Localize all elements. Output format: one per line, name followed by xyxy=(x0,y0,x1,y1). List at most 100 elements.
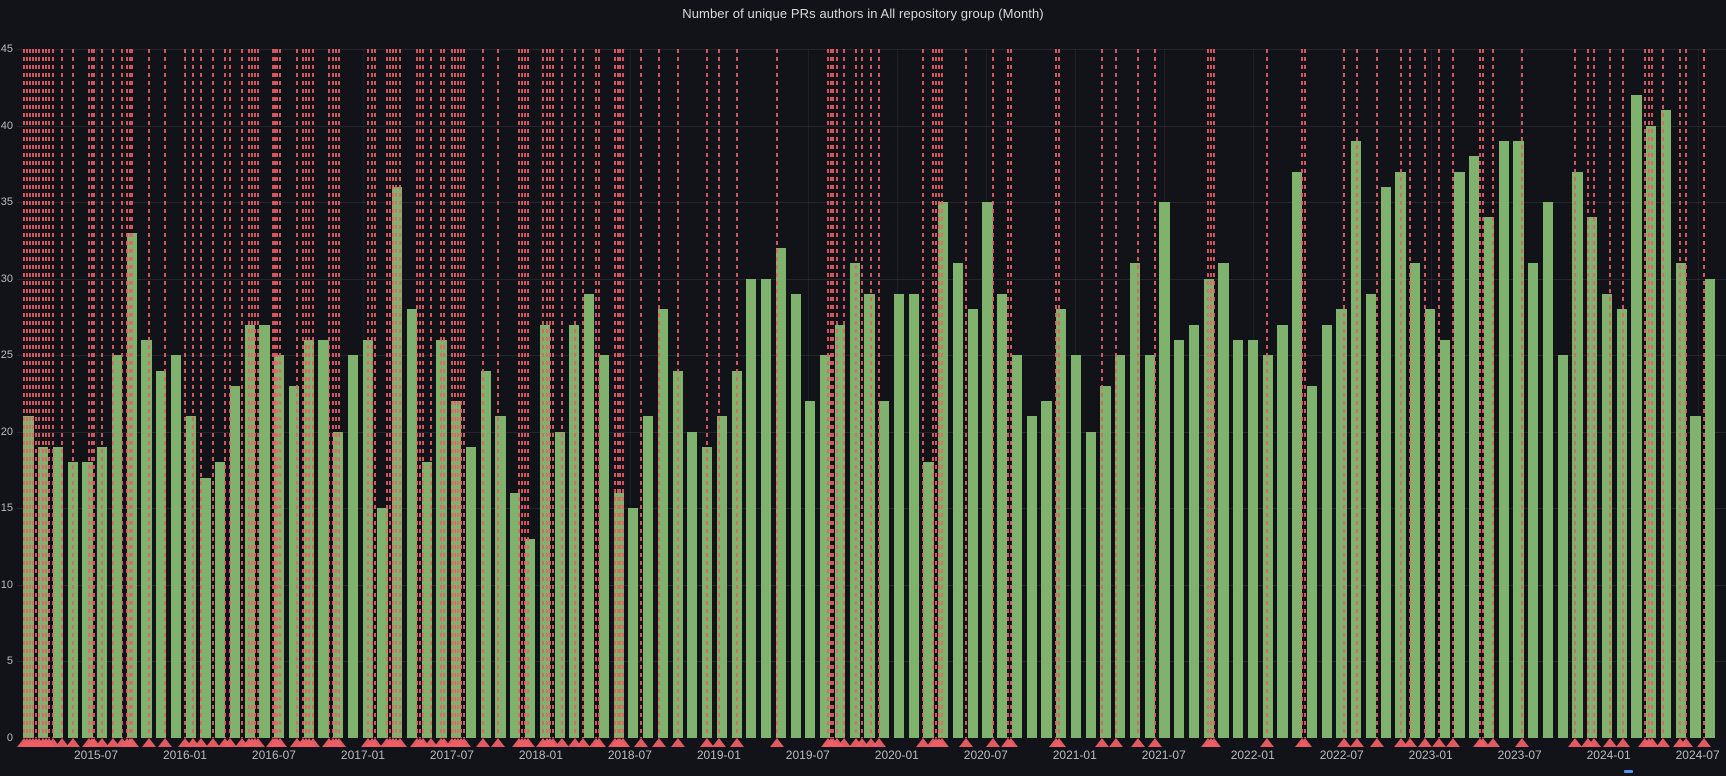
bar-2019-08[interactable] xyxy=(820,355,831,738)
annotation-line[interactable] xyxy=(28,49,31,738)
annotation-line[interactable] xyxy=(542,49,545,738)
annotation-line[interactable] xyxy=(1057,49,1060,738)
annotation-line[interactable] xyxy=(163,49,166,738)
annotation-line[interactable] xyxy=(1055,49,1058,738)
annotation-line[interactable] xyxy=(126,49,129,738)
annotation-line[interactable] xyxy=(854,49,857,738)
bar-2020-10[interactable] xyxy=(1026,416,1037,738)
bar-2018-02[interactable] xyxy=(554,431,565,738)
annotation-line[interactable] xyxy=(41,49,44,738)
annotation-marker-icon[interactable] xyxy=(1095,738,1110,747)
bar-2019-12[interactable] xyxy=(879,401,890,738)
bar-2018-08[interactable] xyxy=(643,416,654,738)
annotation-line[interactable] xyxy=(459,49,462,738)
annotation-marker-icon[interactable] xyxy=(633,738,648,747)
annotation-marker-icon[interactable] xyxy=(1587,738,1602,747)
annotation-marker-icon[interactable] xyxy=(1051,738,1066,747)
annotation-line[interactable] xyxy=(482,49,485,738)
bar-2020-05[interactable] xyxy=(952,263,964,738)
annotation-line[interactable] xyxy=(200,49,203,738)
bar-2017-08[interactable] xyxy=(465,447,477,738)
annotation-marker-icon[interactable] xyxy=(1206,738,1221,747)
annotation-line[interactable] xyxy=(573,49,576,738)
annotation-line[interactable] xyxy=(456,49,459,738)
bar-2020-11[interactable] xyxy=(1041,401,1052,738)
annotation-line[interactable] xyxy=(275,49,278,738)
annotation-line[interactable] xyxy=(617,49,620,738)
annotation-line[interactable] xyxy=(677,49,680,738)
annotation-marker-icon[interactable] xyxy=(1337,738,1352,747)
bar-2023-05[interactable] xyxy=(1483,217,1495,738)
annotation-marker-icon[interactable] xyxy=(1432,738,1447,747)
bar-2015-11[interactable] xyxy=(156,370,167,738)
bar-2018-01[interactable] xyxy=(539,324,550,738)
bar-2019-03[interactable] xyxy=(746,278,757,738)
annotation-line[interactable] xyxy=(1586,49,1589,738)
annotation-marker-icon[interactable] xyxy=(1403,738,1417,747)
annotation-marker-icon[interactable] xyxy=(305,738,320,747)
bar-2019-10[interactable] xyxy=(849,263,860,738)
annotation-line[interactable] xyxy=(705,49,708,738)
annotation-marker-icon[interactable] xyxy=(1645,738,1659,747)
annotation-marker-icon[interactable] xyxy=(273,738,287,747)
annotation-marker-icon[interactable] xyxy=(177,738,192,747)
annotation-line[interactable] xyxy=(391,49,394,738)
annotation-line[interactable] xyxy=(367,49,370,738)
annotation-line[interactable] xyxy=(395,49,398,738)
bar-2020-12[interactable] xyxy=(1056,309,1067,738)
annotation-line[interactable] xyxy=(1452,49,1455,738)
bar-2018-05[interactable] xyxy=(598,355,609,738)
annotation-line[interactable] xyxy=(247,49,250,738)
annotation-marker-icon[interactable] xyxy=(1350,738,1365,747)
annotation-line[interactable] xyxy=(26,49,29,738)
bar-2016-03[interactable] xyxy=(215,462,226,738)
annotation-line[interactable] xyxy=(389,49,392,738)
annotation-line[interactable] xyxy=(827,49,830,738)
annotation-line[interactable] xyxy=(1154,49,1157,738)
bar-2020-09[interactable] xyxy=(1011,355,1023,738)
annotation-line[interactable] xyxy=(87,49,90,738)
annotation-marker-icon[interactable] xyxy=(1696,738,1711,747)
annotation-line[interactable] xyxy=(72,49,75,738)
bar-2019-01[interactable] xyxy=(716,416,727,738)
annotation-marker-icon[interactable] xyxy=(1003,738,1018,747)
annotation-line[interactable] xyxy=(23,49,25,738)
annotation-line[interactable] xyxy=(1136,49,1139,738)
annotation-line[interactable] xyxy=(192,49,195,738)
annotation-marker-icon[interactable] xyxy=(416,738,431,747)
annotation-line[interactable] xyxy=(416,49,419,738)
bar-2017-04[interactable] xyxy=(406,309,418,738)
bar-2017-03[interactable] xyxy=(392,186,403,738)
annotation-line[interactable] xyxy=(842,49,845,738)
annotation-marker-icon[interactable] xyxy=(106,738,121,747)
annotation-marker-icon[interactable] xyxy=(141,738,156,747)
annotation-line[interactable] xyxy=(597,49,600,738)
annotation-line[interactable] xyxy=(32,49,35,738)
annotation-line[interactable] xyxy=(1376,49,1379,738)
bar-2024-07[interactable] xyxy=(1690,416,1701,738)
annotation-marker-icon[interactable] xyxy=(616,738,630,747)
annotation-marker-icon[interactable] xyxy=(1393,738,1408,747)
annotation-marker-icon[interactable] xyxy=(392,738,407,747)
annotation-line[interactable] xyxy=(1648,49,1651,738)
annotation-line[interactable] xyxy=(279,49,281,738)
annotation-marker-icon[interactable] xyxy=(1655,738,1670,747)
annotation-marker-icon[interactable] xyxy=(934,738,949,747)
annotation-marker-icon[interactable] xyxy=(423,738,438,747)
bar-2024-01[interactable] xyxy=(1601,293,1613,738)
bar-2021-04[interactable] xyxy=(1115,355,1126,738)
bar-2022-10[interactable] xyxy=(1380,186,1391,738)
annotation-marker-icon[interactable] xyxy=(457,738,472,747)
annotation-line[interactable] xyxy=(295,49,298,738)
annotation-line[interactable] xyxy=(93,49,96,738)
annotation-line[interactable] xyxy=(422,49,425,738)
annotation-line[interactable] xyxy=(551,49,554,738)
bar-2022-12[interactable] xyxy=(1410,263,1421,738)
bar-2021-11[interactable] xyxy=(1218,263,1229,738)
bar-2021-08[interactable] xyxy=(1174,339,1185,738)
annotation-line[interactable] xyxy=(250,49,253,738)
annotation-line[interactable] xyxy=(1608,49,1611,738)
bar-2015-12[interactable] xyxy=(170,355,182,738)
bar-2022-06[interactable] xyxy=(1321,324,1332,738)
annotation-line[interactable] xyxy=(1593,49,1596,738)
